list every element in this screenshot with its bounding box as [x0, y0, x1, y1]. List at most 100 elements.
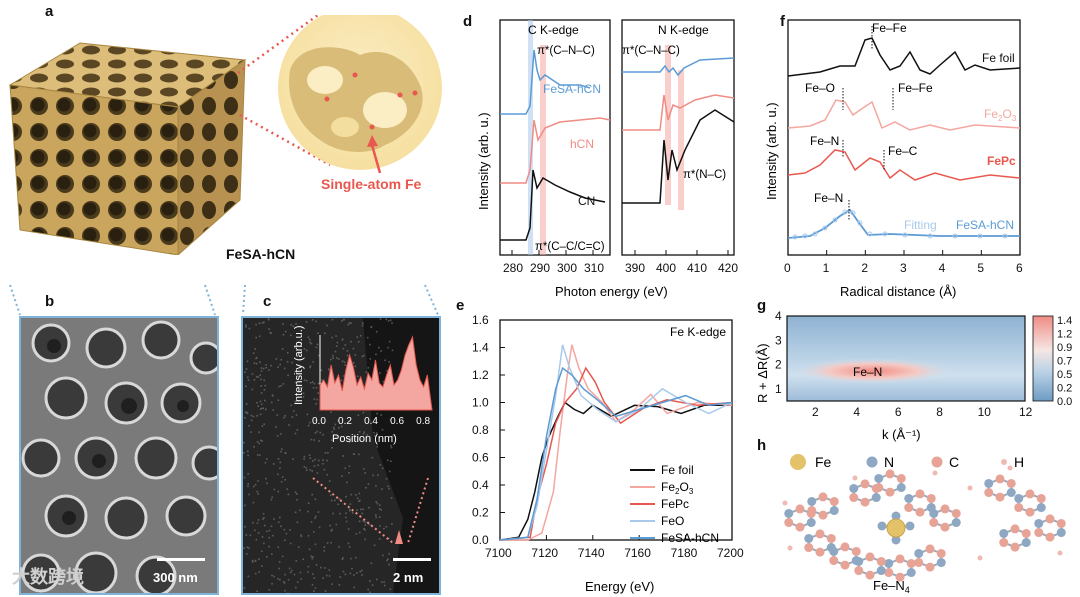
c-atom: [1025, 489, 1035, 499]
legend-c: C: [949, 454, 959, 470]
n-atom: [854, 556, 864, 566]
e-xlabel: Energy (eV): [585, 579, 654, 594]
c-atom: [840, 542, 850, 552]
c-atom: [784, 518, 794, 528]
c-atom: [826, 533, 836, 543]
d-cn-c: [500, 169, 606, 241]
c-atom: [995, 492, 1005, 502]
d-ylabel: Intensity (arb. u.): [476, 112, 491, 210]
legend-h-dot: [1001, 459, 1007, 465]
n-atom: [849, 483, 859, 493]
e-legend-entry: Fe2O3: [661, 480, 694, 496]
molecule-atoms: [782, 465, 1066, 582]
d-cn-n: [622, 109, 735, 204]
e-legend-entry: Fe foil: [661, 463, 694, 477]
d-xlabel: Photon energy (eV): [555, 284, 668, 299]
c-atom: [804, 543, 814, 553]
g-xtick: 2: [812, 405, 819, 419]
g-xtick: 4: [853, 405, 860, 419]
n-atom-coordinating: [891, 535, 901, 545]
n-atom: [896, 483, 906, 493]
c-atom: [896, 473, 906, 483]
legend-n-dot: [866, 456, 878, 468]
inset-tick: 0.8: [416, 416, 430, 427]
h-atom: [852, 475, 858, 481]
c-atom: [818, 492, 828, 502]
c-atom: [914, 558, 924, 568]
n-atom: [906, 568, 916, 578]
profile-area: [319, 335, 433, 411]
d-xtick-right: 400: [656, 261, 676, 275]
c-atom: [915, 507, 925, 517]
e-yticks: 0.0 0.2 0.4 0.6 0.8 1.0 1.2 1.4 1.6: [472, 313, 505, 547]
e-xtick: 7160: [624, 546, 651, 560]
d-legend-hcn: hCN: [570, 137, 594, 151]
f-xtick: 3: [900, 261, 907, 275]
f-fe2o3: [787, 99, 1021, 131]
g-xtick: 10: [978, 405, 992, 419]
e-series-line: [499, 366, 733, 541]
h-atom: [977, 555, 983, 561]
c-atom: [874, 483, 884, 493]
d-title-left: C K-edge: [528, 23, 579, 37]
g-colorbar-tick: 0.7: [1057, 356, 1072, 368]
f-ylabel: Intensity (arb. u.): [764, 102, 779, 200]
n-atom: [1056, 528, 1066, 538]
panel-f-label: f: [780, 13, 785, 30]
c-atom: [818, 510, 828, 520]
f-peak-markers: [842, 26, 894, 220]
g-ytick: 2: [775, 358, 782, 372]
c-atom: [860, 497, 870, 507]
inset-x-ticks: 0.0 0.2 0.4 0.6 0.8: [312, 416, 431, 427]
n-atom-coordinating: [877, 521, 887, 531]
fe-n4-caption: Fe–N4: [873, 578, 910, 595]
inset-ylabel: Intensity (arb.u.): [293, 326, 305, 405]
c-atom: [895, 554, 905, 564]
d-band-nc: [678, 70, 684, 210]
h-atom: [787, 545, 793, 551]
panel-g-label: g: [757, 297, 767, 314]
g-xticks: 2 4 6 8 10 12: [812, 405, 1033, 419]
f-ann-4: Fe–C: [888, 144, 918, 158]
d-hcn-n: [622, 94, 735, 131]
g-axis-box: [786, 315, 1026, 402]
f-ann-fitting: Fitting: [904, 218, 937, 232]
d-ann-1: π*(C–N–C): [622, 45, 680, 57]
panel-b-label: b: [45, 293, 55, 310]
c-atom: [884, 568, 894, 578]
g-colorbar-tick: 0.2: [1057, 383, 1072, 395]
c-atom: [860, 479, 870, 489]
g-xtick: 6: [895, 405, 902, 419]
c-atom: [1045, 514, 1055, 524]
c-atom: [1021, 528, 1031, 538]
f-fitting-markers: [792, 209, 1008, 240]
c-atom: [829, 496, 839, 506]
h-atom: [967, 485, 973, 491]
d-legend-cn: CN: [578, 194, 595, 208]
g-xlabel: k (Å⁻¹): [882, 427, 921, 442]
f-fepc: [787, 149, 1021, 181]
d-xtick-right: 390: [625, 261, 645, 275]
n-atom: [999, 528, 1009, 538]
g-xtick: 12: [1019, 405, 1033, 419]
g-heatmap-peak: [793, 358, 953, 384]
e-ytick: 0.8: [472, 423, 489, 437]
f-fe-foil: [787, 37, 1021, 77]
c-atom: [940, 522, 950, 532]
e-legend-entry: FeSA-hCN: [661, 531, 719, 545]
h-atom: [1007, 465, 1013, 471]
e-xticks: 7100 7120 7140 7160 7180 7200: [485, 535, 744, 560]
f-ann-1: Fe–O: [805, 81, 835, 95]
c-atom: [851, 546, 861, 556]
d-xtick-right: 410: [687, 261, 707, 275]
n-atom: [1006, 488, 1016, 498]
h-atom: [1057, 550, 1063, 556]
legend-c-dot: [931, 456, 943, 468]
n-atom: [784, 508, 794, 518]
e-ytick: 1.0: [472, 396, 489, 410]
legend-fe: Fe: [815, 454, 832, 470]
f-xticks: 0 1 2 3 4 5 6: [784, 250, 1023, 275]
